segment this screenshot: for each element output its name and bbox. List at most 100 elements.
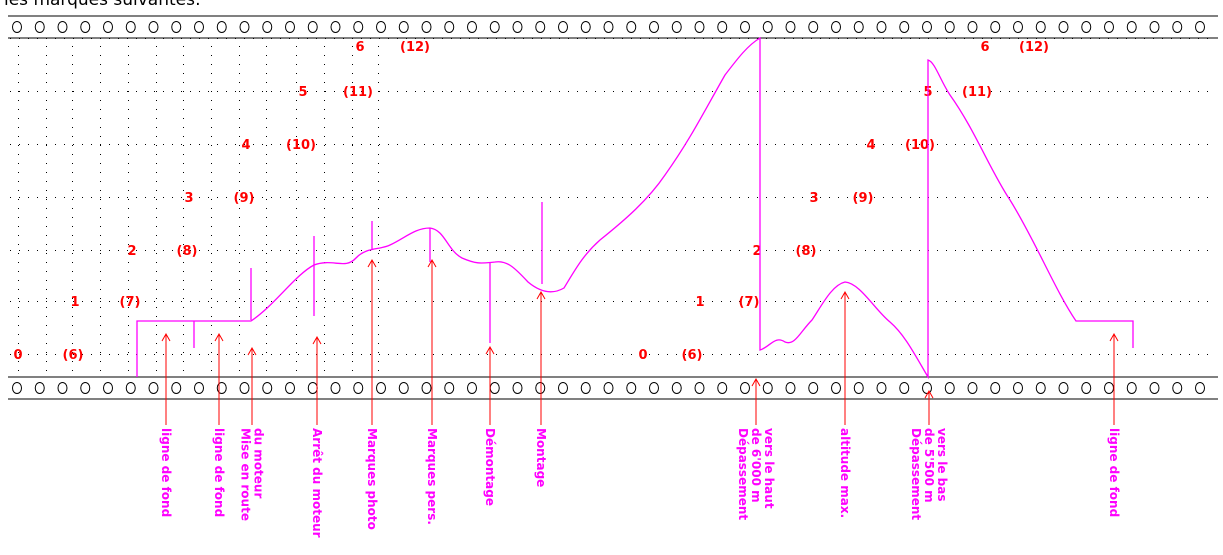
grid-dot — [72, 316, 73, 317]
grid-dot — [18, 271, 19, 272]
grid-dot — [730, 91, 731, 92]
grid-dot — [100, 244, 101, 245]
grid-dot — [378, 262, 379, 263]
grid-dot — [253, 250, 254, 251]
grid-dot — [46, 46, 47, 47]
grid-dot — [72, 55, 73, 56]
film-strip — [8, 15, 1218, 400]
grid-dot — [406, 197, 407, 198]
grid-dot — [964, 197, 965, 198]
grid-dot — [775, 301, 776, 302]
grid-dot — [289, 354, 290, 355]
grid-dot — [694, 91, 695, 92]
grid-dot — [424, 250, 425, 251]
grid-dot — [128, 307, 129, 308]
grid-dot — [72, 136, 73, 137]
grid-dot — [523, 197, 524, 198]
scale-alt-label: (11) — [343, 85, 373, 100]
grid-dot — [784, 250, 785, 251]
grid-dot — [253, 354, 254, 355]
grid-dot — [730, 250, 731, 251]
grid-dot — [1153, 144, 1154, 145]
grid-dot — [145, 250, 146, 251]
grid-dot — [1189, 91, 1190, 92]
grid-dot — [296, 91, 297, 92]
grid-dot — [378, 244, 379, 245]
grid-dot — [667, 197, 668, 198]
grid-dot — [183, 271, 184, 272]
grid-dot — [378, 181, 379, 182]
grid-dot — [433, 197, 434, 198]
grid-dot — [766, 197, 767, 198]
grid-dot — [1009, 354, 1010, 355]
grid-dot — [156, 280, 157, 281]
grid-dot — [604, 354, 605, 355]
sprocket-hole — [148, 21, 159, 33]
grid-dot — [64, 250, 65, 251]
grid-dot — [239, 145, 240, 146]
grid-dot — [262, 197, 263, 198]
grid-dot — [378, 343, 379, 344]
arrow-head — [485, 345, 495, 355]
grid-dot — [163, 301, 164, 302]
scale-label: 6 — [355, 40, 364, 55]
grid-dot — [334, 91, 335, 92]
grid-dot — [901, 354, 902, 355]
sprocket-hole — [1035, 382, 1046, 394]
grid-dot — [296, 298, 297, 299]
grid-dot — [1054, 38, 1055, 39]
grid-dot — [72, 361, 73, 362]
grid-dot — [1126, 144, 1127, 145]
grid-dot — [266, 109, 267, 110]
grid-dot — [46, 91, 47, 92]
sprocket-hole — [103, 21, 113, 33]
grid-dot — [211, 271, 212, 272]
grid-dot — [296, 361, 297, 362]
sprocket-hole — [1104, 21, 1114, 33]
grid-dot — [239, 118, 240, 119]
grid-dot — [136, 301, 137, 302]
grid-dot — [154, 354, 155, 355]
grid-dot — [1207, 197, 1208, 198]
grid-dot — [451, 38, 452, 39]
scale-label: 1 — [70, 295, 79, 310]
grid-dot — [64, 197, 65, 198]
sprocket-hole — [376, 382, 386, 394]
grid-dot — [991, 197, 992, 198]
grid-dot — [577, 144, 578, 145]
grid-dot — [532, 197, 533, 198]
arrow-head — [312, 335, 322, 345]
grid-dot — [1072, 301, 1073, 302]
grid-dot — [378, 325, 379, 326]
grid-dot — [128, 370, 129, 371]
grid-dot — [10, 301, 11, 302]
grid-dot — [156, 334, 157, 335]
grid-dot — [595, 144, 596, 145]
grid-dot — [136, 144, 137, 145]
grid-dot — [72, 163, 73, 164]
scale-label: 4 — [241, 138, 250, 153]
grid-dot — [118, 38, 119, 39]
grid-dot — [343, 301, 344, 302]
grid-dot — [72, 73, 73, 74]
grid-dot — [613, 250, 614, 251]
grid-dot — [128, 64, 129, 65]
grid-dot — [604, 250, 605, 251]
grid-dot — [460, 38, 461, 39]
grid-dot — [397, 91, 398, 92]
grid-dot — [1027, 144, 1028, 145]
grid-dot — [100, 154, 101, 155]
grid-dot — [1189, 38, 1190, 39]
grid-dot — [128, 316, 129, 317]
caption-assembly: Montage — [534, 428, 548, 487]
grid-dot — [183, 352, 184, 353]
sprocket-hole — [558, 382, 568, 394]
grid-dot — [217, 91, 218, 92]
grid-dot — [156, 64, 157, 65]
grid-dot — [128, 154, 129, 155]
grid-dot — [211, 262, 212, 263]
grid-dot — [748, 354, 749, 355]
grid-dot — [239, 154, 240, 155]
grid-dot — [266, 289, 267, 290]
grid-dot — [1063, 301, 1064, 302]
